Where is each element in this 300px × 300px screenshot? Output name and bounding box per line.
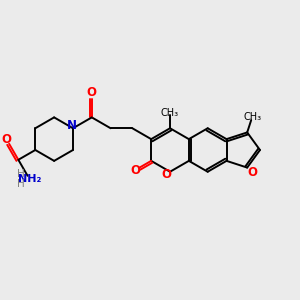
Text: H: H (17, 179, 25, 189)
Text: O: O (247, 166, 257, 179)
Text: O: O (161, 168, 171, 181)
Text: H: H (17, 169, 25, 179)
Text: N: N (67, 119, 77, 132)
Text: CH₃: CH₃ (161, 108, 179, 118)
Text: CH₃: CH₃ (244, 112, 262, 122)
Text: O: O (2, 133, 12, 146)
Text: O: O (87, 86, 97, 100)
Text: NH₂: NH₂ (18, 174, 42, 184)
Text: O: O (130, 164, 140, 177)
